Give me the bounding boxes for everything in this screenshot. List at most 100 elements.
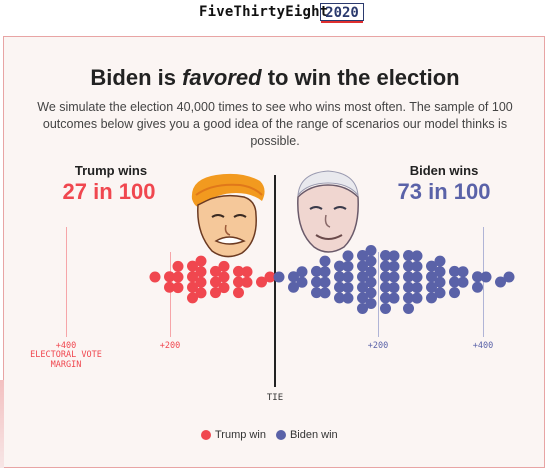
biden-win-dot (365, 297, 377, 309)
trump-win-dot (264, 271, 276, 283)
trump-win-dot (187, 260, 198, 272)
headline-emph: favored (182, 65, 262, 90)
trump-win-dot (218, 271, 230, 283)
biden-win-dot (403, 250, 414, 262)
axis-label-biden-400: +400 (472, 341, 494, 351)
deck-text: We simulate the election 40,000 times to… (37, 100, 513, 148)
biden-win-dot (434, 266, 446, 278)
biden-win-dot (449, 265, 460, 277)
biden-win-dot (403, 302, 414, 314)
trump-win-dot (172, 260, 184, 272)
biden-win-dot (334, 271, 345, 283)
biden-win-dot (411, 260, 423, 272)
biden-portrait (297, 170, 359, 253)
biden-win-dot (380, 250, 391, 262)
biden-win-dot (426, 271, 437, 283)
biden-win-dot (296, 276, 308, 288)
biden-win-dot (296, 266, 308, 278)
biden-win-dot (365, 255, 377, 267)
headline-post: to win the election (261, 65, 460, 90)
trump-win-dot (241, 276, 253, 288)
biden-win-dot (434, 276, 446, 288)
brand-logo[interactable]: FiveThirtyEight (199, 4, 329, 20)
biden-win-dot (311, 287, 322, 299)
biden-win-dot (342, 271, 354, 283)
biden-win-dot (480, 271, 492, 283)
biden-win-dot (319, 255, 331, 267)
biden-win-dot (334, 281, 345, 293)
trump-win-dot (195, 255, 207, 267)
biden-win-dot (388, 260, 400, 272)
biden-win-dot (434, 255, 446, 267)
left-edge-decoration (0, 380, 4, 468)
biden-win-dot (403, 271, 414, 283)
biden-win-dot (357, 260, 368, 272)
biden-win-dot (319, 287, 331, 299)
biden-win-dot (449, 287, 460, 299)
biden-legend-label: Biden win (289, 429, 338, 441)
biden-wins-label: Biden wins (409, 163, 479, 178)
biden-win-dot (411, 282, 423, 294)
biden-win-dot (388, 250, 400, 262)
biden-win-dot (457, 266, 469, 278)
trump-win-dot (210, 276, 221, 288)
biden-legend-swatch (275, 430, 286, 440)
biden-win-dot (426, 281, 437, 293)
legend: Trump win Biden win (201, 429, 348, 441)
biden-win-dot (342, 282, 354, 294)
biden-win-dot (472, 271, 483, 283)
trump-win-dot (256, 276, 267, 288)
trump-win-dot (149, 271, 161, 283)
biden-win-dot (357, 292, 368, 304)
tick-biden-200 (378, 252, 379, 337)
biden-win-dot (426, 292, 437, 304)
biden-win-dot (311, 276, 322, 288)
biden-win-dot (365, 287, 377, 299)
headline-pre: Biden is (90, 65, 183, 90)
trump-win-dot (218, 282, 230, 294)
trump-win-dot (210, 287, 221, 299)
tick-trump-200 (170, 252, 171, 337)
biden-win-dot (495, 276, 506, 288)
trump-win-dot (233, 276, 244, 288)
biden-win-dot (457, 276, 469, 288)
biden-win-dot (319, 276, 331, 288)
biden-win-dot (365, 245, 377, 257)
tick-biden-400 (483, 227, 484, 337)
biden-win-dot (288, 271, 299, 283)
biden-win-dot (311, 265, 322, 277)
biden-win-dot (403, 260, 414, 272)
biden-win-dot (365, 266, 377, 278)
headline: Biden is favored to win the election (4, 65, 546, 91)
trump-win-dot (195, 287, 207, 299)
biden-win-dot (426, 260, 437, 272)
trump-legend-label: Trump win (215, 429, 266, 441)
axis-label-trump-400: +400 (55, 341, 77, 351)
biden-win-dot (380, 302, 391, 314)
trump-win-dot (210, 265, 221, 277)
year-badge[interactable]: 2020 (320, 3, 364, 23)
biden-win-dot (388, 292, 400, 304)
biden-win-dot (449, 276, 460, 288)
biden-win-dot (288, 281, 299, 293)
biden-win-dot (434, 287, 446, 299)
biden-win-dot (403, 281, 414, 293)
biden-win-dot (357, 250, 368, 262)
biden-win-dot (380, 271, 391, 283)
trump-win-dot (233, 287, 244, 299)
biden-win-dot (503, 271, 515, 283)
biden-win-dot (365, 276, 377, 288)
trump-wins-count: 27 in 100 (62, 179, 156, 204)
axis-label-margin: ELECTORAL VOTE MARGIN (30, 350, 102, 370)
trump-win-dot (164, 281, 175, 293)
biden-win-dot (342, 292, 354, 304)
trump-win-dot (164, 271, 175, 283)
biden-win-dot (357, 281, 368, 293)
trump-portrait (191, 173, 265, 258)
trump-wins-label: Trump wins (74, 163, 148, 178)
biden-win-dot (334, 260, 345, 272)
biden-win-dot (411, 271, 423, 283)
biden-win-dot (380, 292, 391, 304)
trump-win-dot (195, 266, 207, 278)
biden-win-dot (411, 250, 423, 262)
